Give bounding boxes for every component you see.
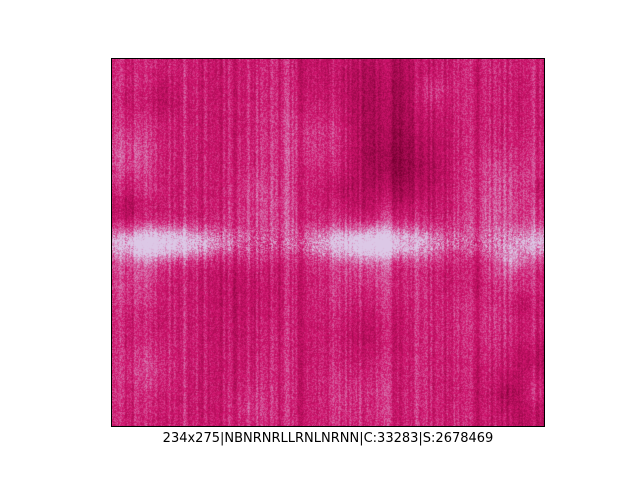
image-caption: 234x275|NBNRNRLLRNLNRNN|C:33283|S:267846… [162,431,494,446]
image-axes [111,58,545,427]
texture-image [112,59,544,426]
